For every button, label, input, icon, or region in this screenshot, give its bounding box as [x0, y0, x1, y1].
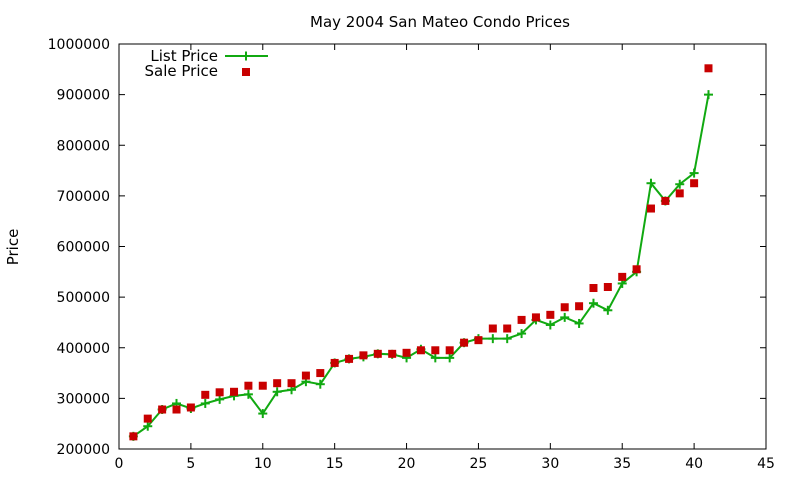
sale-price-point: [330, 358, 339, 367]
y-tick-label: 900000: [57, 88, 110, 104]
list-price-point: [502, 334, 512, 344]
list-price-markers: [128, 90, 713, 441]
sale-price-point: [546, 310, 555, 319]
y-tick-label: 200000: [57, 442, 110, 458]
y-axis-label: Price: [4, 229, 22, 266]
sale-price-point: [143, 414, 152, 423]
list-price-point: [258, 409, 268, 419]
sale-price-point: [388, 349, 397, 358]
sale-price-point: [258, 381, 267, 390]
sale-price-point: [646, 204, 655, 213]
sale-price-point: [244, 381, 253, 390]
sale-price-point: [273, 379, 282, 388]
list-price-point: [517, 329, 527, 339]
sale-price-point: [186, 403, 195, 412]
sale-price-point: [230, 387, 239, 396]
list-price-point: [488, 334, 498, 344]
sale-price-point: [172, 405, 181, 414]
sale-price-markers: [129, 64, 713, 441]
x-tick-label: 20: [398, 456, 416, 472]
sale-price-point: [345, 354, 354, 363]
list-price-point: [272, 387, 282, 397]
legend-swatch-sale-price: [242, 68, 250, 76]
x-tick-label: 25: [470, 456, 488, 472]
sale-price-point: [632, 265, 641, 274]
sale-price-point: [201, 390, 210, 399]
list-price-point: [445, 353, 455, 363]
sale-price-point: [373, 349, 382, 358]
sale-price-point: [445, 346, 454, 355]
y-tick-label: 600000: [57, 240, 110, 256]
x-tick-label: 45: [757, 456, 775, 472]
sale-price-point: [704, 64, 713, 73]
list-price-point: [215, 394, 225, 404]
sale-price-point: [460, 338, 469, 347]
sale-price-point: [618, 272, 627, 281]
legend-swatches: [225, 51, 268, 76]
sale-price-point: [503, 324, 512, 333]
sale-price-point: [431, 346, 440, 355]
sale-price-point: [675, 189, 684, 198]
list-price-point: [703, 90, 713, 100]
list-price-point: [574, 318, 584, 328]
sale-price-point: [603, 283, 612, 291]
chart-title: May 2004 San Mateo Condo Prices: [310, 13, 570, 31]
list-price-point: [315, 379, 325, 389]
sale-price-point: [560, 303, 569, 312]
y-tick-label: 300000: [57, 391, 110, 407]
sale-price-point: [575, 302, 584, 311]
legend-swatch-list-price: [225, 51, 268, 61]
sale-price-point: [416, 346, 425, 355]
list-price-point: [603, 305, 613, 315]
y-tick-label: 400000: [57, 341, 110, 357]
x-tick-label: 40: [685, 456, 703, 472]
sale-price-point: [661, 196, 670, 205]
sale-price-point: [359, 351, 368, 360]
sale-price-point: [301, 371, 310, 380]
sale-price-point: [517, 315, 526, 324]
plot-area-border: [118, 43, 767, 450]
list-price-point: [675, 179, 685, 189]
list-price-point: [243, 389, 253, 399]
list-price-line: [132, 94, 710, 438]
x-tick-label: 35: [613, 456, 631, 472]
list-price-series: [132, 94, 710, 438]
legend-label-sale-price: Sale Price: [145, 62, 218, 80]
sale-price-point: [531, 313, 540, 322]
sale-price-point: [287, 379, 296, 388]
sale-price-point: [129, 432, 138, 441]
sale-price-point: [589, 284, 598, 293]
legend-label-list-price: List Price: [150, 47, 218, 65]
list-price-point: [646, 178, 656, 188]
list-price-point: [430, 353, 440, 363]
sale-price-point: [215, 388, 224, 397]
sale-price-point: [402, 348, 411, 357]
list-price-point: [560, 312, 570, 322]
sale-price-point: [474, 336, 483, 345]
sale-price-point: [316, 369, 325, 378]
x-tick-label: 30: [541, 456, 559, 472]
list-price-point: [588, 298, 598, 308]
legend: List Price Sale Price: [145, 47, 268, 80]
y-tick-label: 800000: [57, 138, 110, 154]
sale-price-point: [488, 324, 497, 333]
y-tick-label: 700000: [57, 189, 110, 205]
list-price-point: [200, 398, 210, 408]
x-tick-label: 10: [254, 456, 272, 472]
x-tick-label: 0: [115, 456, 124, 472]
axis-ticks: 0 5 10 15 20 25 30 35 40 45 200000 300000 400000 5000…: [48, 37, 775, 472]
x-tick-label: 15: [326, 456, 344, 472]
y-tick-label: 500000: [57, 290, 110, 306]
list-price-point: [545, 320, 555, 330]
x-tick-label: 5: [186, 456, 195, 472]
sale-price-point: [158, 405, 167, 414]
list-price-point: [689, 168, 699, 178]
list-price-point: [143, 421, 153, 431]
y-tick-label: 1000000: [48, 37, 110, 53]
sale-price-point: [690, 179, 699, 188]
